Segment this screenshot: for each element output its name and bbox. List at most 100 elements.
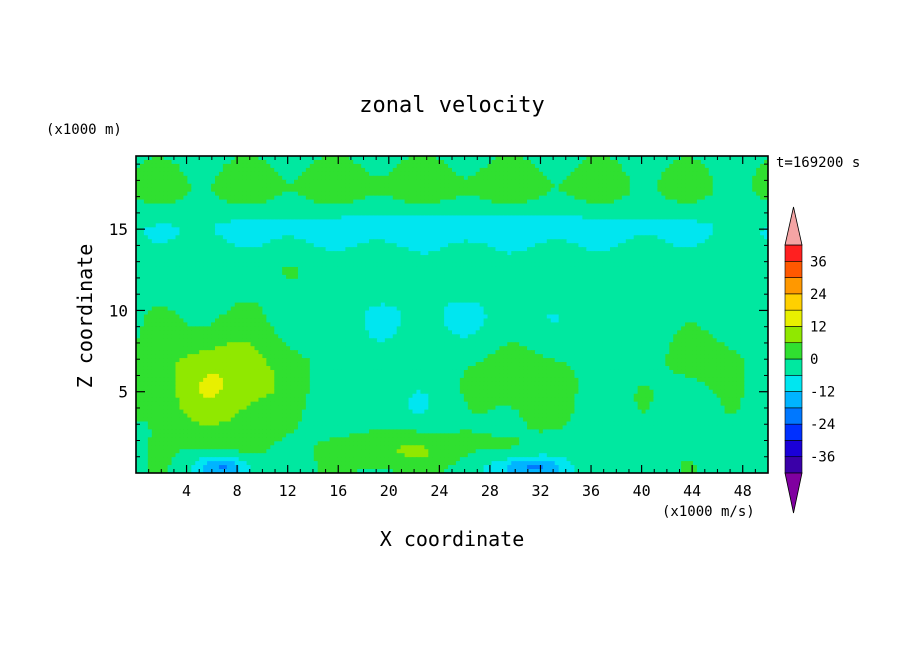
contour-cell	[416, 223, 421, 228]
contour-cell	[448, 259, 453, 264]
contour-cell	[329, 171, 335, 177]
contour-cell	[309, 203, 315, 209]
contour-cell	[286, 156, 291, 161]
contour-cell	[602, 159, 607, 165]
contour-cell	[483, 247, 489, 252]
contour-cell	[246, 183, 252, 189]
contour-cell	[700, 259, 706, 264]
contour-cell	[357, 259, 362, 264]
contour-cell	[744, 219, 749, 224]
contour-cell	[341, 262, 346, 268]
contour-cell	[692, 270, 698, 276]
contour-cell	[286, 199, 291, 205]
contour-cell	[369, 235, 374, 240]
contour-cell	[424, 219, 429, 224]
contour-cell	[258, 156, 263, 161]
contour-cell	[606, 156, 611, 161]
contour-cell	[309, 227, 315, 232]
contour-cell	[621, 239, 627, 244]
contour-cell	[222, 247, 228, 252]
contour-cell	[444, 231, 449, 236]
contour-cell	[744, 171, 749, 177]
contour-cell	[207, 274, 212, 280]
contour-cell	[191, 231, 196, 236]
contour-cell	[211, 247, 216, 252]
contour-cell	[574, 262, 579, 268]
contour-cell	[325, 187, 331, 193]
contour-cell	[764, 163, 768, 169]
contour-cell	[578, 259, 583, 264]
contour-cell	[313, 199, 319, 205]
contour-cell	[724, 163, 730, 169]
contour-cell	[290, 199, 295, 205]
contour-cell	[546, 235, 552, 240]
contour-cell	[400, 159, 406, 165]
contour-cell	[365, 247, 370, 252]
contour-cell	[689, 207, 694, 213]
contour-cell	[637, 179, 643, 185]
contour-cell	[633, 235, 639, 240]
contour-cell	[373, 195, 378, 201]
contour-cell	[301, 187, 307, 193]
contour-cell	[167, 183, 173, 189]
contour-cell	[764, 235, 768, 240]
contour-cell	[507, 239, 512, 244]
contour-cell	[396, 227, 402, 232]
contour-cell	[357, 163, 362, 169]
contour-cell	[720, 183, 726, 189]
contour-cell	[301, 171, 307, 177]
contour-cell	[282, 235, 287, 240]
contour-cell	[187, 183, 192, 189]
contour-cell	[645, 227, 651, 232]
contour-cell	[329, 191, 335, 197]
contour-cell	[297, 171, 303, 177]
contour-cell	[274, 159, 279, 165]
contour-cell	[625, 251, 631, 256]
contour-cell	[629, 156, 635, 161]
contour-cell	[416, 183, 421, 189]
contour-cell	[629, 270, 635, 276]
contour-cell	[207, 262, 212, 268]
contour-cell	[681, 163, 686, 169]
contour-cell	[380, 231, 386, 236]
contour-cell	[361, 239, 366, 244]
contour-cell	[357, 187, 362, 193]
contour-cell	[278, 219, 283, 224]
contour-cell	[558, 159, 564, 165]
contour-cell	[448, 215, 453, 220]
contour-cell	[732, 171, 737, 177]
contour-cell	[218, 207, 224, 213]
contour-cell	[756, 207, 761, 213]
contour-cell	[527, 255, 532, 260]
contour-cell	[657, 199, 662, 205]
contour-cell	[625, 227, 631, 232]
contour-cell	[290, 207, 295, 213]
contour-cell	[147, 274, 153, 280]
contour-cell	[499, 163, 504, 169]
contour-cell	[704, 259, 710, 264]
contour-cell	[689, 191, 694, 197]
contour-cell	[558, 243, 564, 248]
contour-cell	[373, 255, 378, 260]
contour-cell	[736, 167, 741, 173]
contour-cell	[373, 191, 378, 197]
contour-cell	[341, 171, 346, 177]
contour-cell	[258, 199, 263, 205]
contour-cell	[191, 243, 196, 248]
contour-cell	[195, 262, 200, 268]
contour-cell	[139, 167, 145, 173]
contour-cell	[582, 231, 587, 236]
contour-cell	[183, 243, 188, 248]
contour-cell	[163, 191, 169, 197]
contour-cell	[373, 266, 378, 272]
contour-cell	[736, 191, 741, 197]
contour-cell	[412, 259, 418, 264]
contour-cell	[724, 247, 730, 252]
contour-cell	[613, 274, 619, 280]
contour-cell	[467, 199, 473, 205]
contour-cell	[380, 199, 386, 205]
contour-cell	[147, 183, 153, 189]
contour-cell	[645, 171, 651, 177]
contour-cell	[483, 235, 489, 240]
contour-cell	[230, 191, 236, 197]
